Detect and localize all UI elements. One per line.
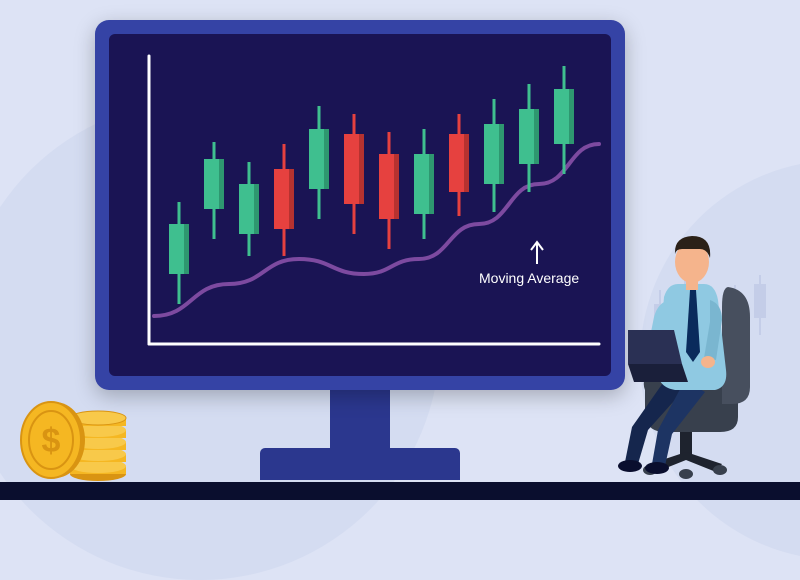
moving-average-label: Moving Average (479, 270, 579, 286)
coin-symbol: $ (42, 422, 61, 460)
coin-big-icon: $ (21, 402, 85, 478)
person-with-laptop (610, 212, 770, 482)
monitor-screen: Moving Average (109, 34, 611, 376)
monitor-stand-neck (330, 380, 390, 450)
monitor: Moving Average (95, 20, 625, 480)
monitor-frame: Moving Average (95, 20, 625, 390)
candlestick-chart (109, 34, 611, 376)
monitor-stand-base (260, 448, 460, 480)
floor (0, 482, 800, 500)
person-head (675, 236, 710, 290)
coins-stack: $ (20, 362, 130, 482)
